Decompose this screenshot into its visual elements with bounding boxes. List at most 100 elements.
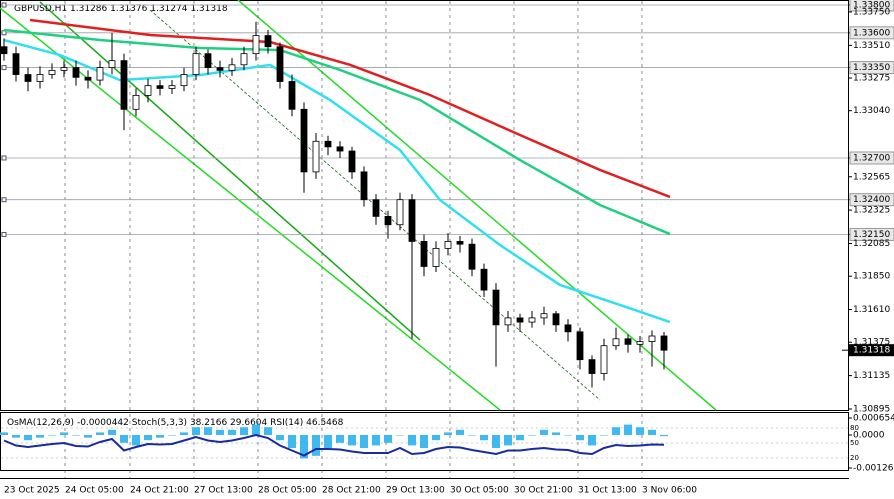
candle-body [384,215,392,226]
osma-bar [336,435,344,443]
y-tick-label: 1.33510 [853,41,890,51]
header-high: 1.31376 [110,4,147,14]
candle-body [372,199,380,217]
osma-bar [48,435,56,436]
osma-bar [192,427,200,436]
candle-body [432,247,440,267]
y-tick-label: 1.33275 [853,74,890,84]
candle-body [420,241,428,267]
candle-body [312,140,320,173]
y-tick-label: 1.33350 [853,63,890,73]
level-label-box [849,26,894,40]
candle-body [156,85,164,89]
trend-line [0,7,501,411]
osma-bar [240,427,248,436]
candle-body [84,76,92,81]
candle-body [576,331,584,361]
candle-body [600,345,608,374]
last-price-box [849,344,894,357]
level-label-box [849,227,894,241]
candle-body [192,53,200,75]
candle-body [36,74,44,82]
candle-body [48,69,56,75]
level-label-box [849,193,894,207]
osma-bar [84,435,92,438]
header: GBPUSD,H1 1.31286 1.31376 1.31274 1.3131… [14,4,228,14]
candle-body [276,46,284,82]
osma-bar [456,429,464,436]
osma-bar [300,435,308,459]
osma-bar [420,435,428,449]
candle-body [264,35,272,48]
x-tick-label: 30 Oct 21:00 [514,486,573,496]
candle-body [348,150,356,173]
osma-bar [120,435,128,443]
indicator-panel-frame [0,412,849,471]
osma-bar [288,435,296,449]
osma-bar [96,432,104,436]
y-tick-label: 1.32085 [853,239,890,249]
candle-body [528,317,536,323]
osma-bar [252,424,260,436]
x-tick-label: 28 Oct 05:00 [258,486,317,496]
stoch-main: 38.2166 [190,418,227,428]
y-tick-label: 1.31135 [853,371,890,381]
level-label-box [849,61,894,75]
osma-bar [648,429,656,436]
osma-bar [132,435,140,446]
osma-bar [144,435,152,441]
indicator-tick-label: 0.0006544 [853,414,894,424]
level-marker [1,65,7,71]
candle-body [300,108,308,173]
candle-body [240,53,248,66]
level-marker [1,2,7,8]
y-tick-label: 1.32400 [853,195,890,205]
osma-bar [432,435,440,441]
osma-bar [12,435,20,438]
candle-body [96,67,104,81]
osma-bar [24,435,32,441]
candle-body [120,60,128,110]
moving-average [3,38,671,324]
y-tick-label: 1.33040 [853,106,890,116]
osma-bar [480,435,488,441]
osma-bar [36,435,44,438]
osma-bar [540,429,548,436]
y-tick-label: 1.32325 [853,206,890,216]
candle-body [624,338,632,345]
price-panel-frame [0,0,849,411]
candle-body [456,241,464,245]
level-marker [1,155,7,161]
candle-body [516,317,524,323]
candle-body [60,67,68,71]
indicator-tick-label: 0.0000 [853,431,885,441]
header-open: 1.31286 [70,4,107,14]
candle-body [504,317,512,326]
candle-body [336,146,344,152]
candle-body [636,341,644,345]
osma-bar [516,435,524,441]
rsi-value: 46.5468 [306,418,343,428]
candle-body [396,199,404,226]
osma-bar [0,432,8,436]
candle-body [540,313,548,319]
x-tick-label: 30 Oct 05:00 [450,486,509,496]
candle-body [612,338,620,347]
osma-bar [156,435,164,438]
x-tick-label: 23 Oct 2025 [4,486,60,496]
osma-bar [660,435,668,437]
osma-bar [60,432,68,436]
level-marker [1,231,7,237]
indicator-header: OsMA(12,26,9) -0.0000442 Stoch(5,3,3) 38… [7,418,344,428]
rsi-tick-label: 20 [850,454,859,462]
osma-bar [468,435,476,436]
stoch-name: Stoch(5,3,3) [132,418,187,428]
candle-body [588,359,596,374]
osma-bar [636,427,644,436]
x-tick-label: 27 Oct 13:00 [194,486,253,496]
symbol: GBPUSD,H1 [14,4,67,14]
rsi-tick-label: 80 [850,424,859,432]
